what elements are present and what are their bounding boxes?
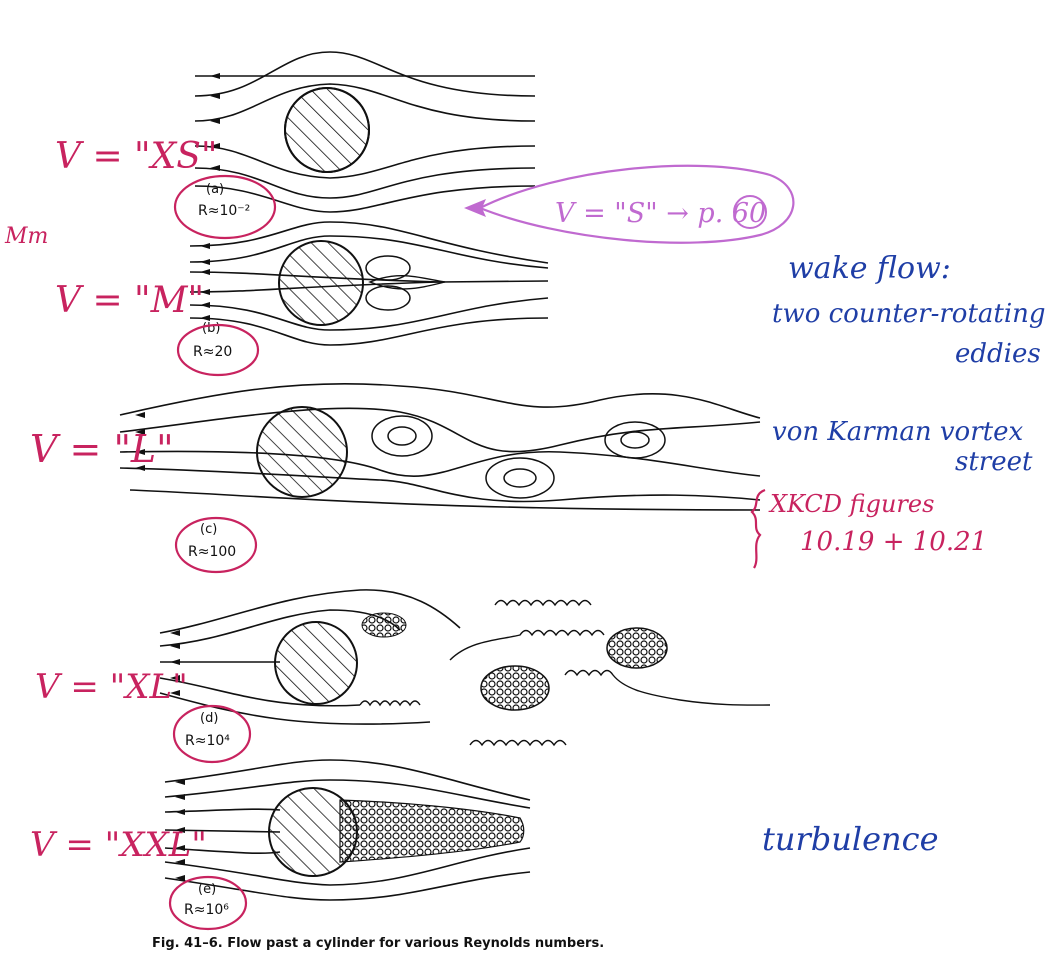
panel-c: (c) R≈100 V = "L" [30,382,761,574]
xkcd-line2: 10.19 + 10.21 [800,527,987,557]
panel-d: (d) R≈10⁴ V = "XL" [35,589,771,764]
panel-b: (b) R≈20 V = "M" [55,221,549,377]
bubble-annotation: V = "S" → p. 60 [464,164,795,244]
panel-e: (e) R≈10⁶ V = "XXL" [30,759,531,931]
cylinder-e [268,787,358,877]
cylinder-d [274,621,358,705]
panel-c-reynolds: R≈100 [188,544,236,560]
cylinder-b [278,240,364,326]
cylinder-c [256,406,348,498]
panel-d-reynolds: R≈10⁴ [185,733,230,749]
panel-e-size-note: V = "XXL" [30,825,207,865]
wake-flow-line2: two counter-rotating [772,299,1046,329]
panel-a: (a) R≈10⁻² V = "XS" [55,51,536,240]
wake-flow-line3: eddies [955,339,1041,369]
xkcd-line1: XKCD figures [768,490,934,518]
panel-a-reynolds: R≈10⁻² [198,203,250,219]
bubble-text: V = "S" → p. 60 [555,198,766,229]
panel-b-letter: (b) [202,321,220,336]
panel-a-letter: (a) [206,182,224,197]
panel-e-letter: (e) [198,882,216,897]
panel-e-reynolds: R≈10⁶ [184,902,229,918]
panel-b-reynolds: R≈20 [193,344,232,360]
karman-line1: von Karman vortex [772,417,1023,447]
panel-c-letter: (c) [200,522,217,537]
panel-a-size-note: V = "XS" [55,136,217,177]
scribble-mark: Mm [4,224,48,249]
karman-line2: street [955,447,1033,477]
panel-c-size-note: V = "L" [30,427,174,471]
figure-caption: Fig. 41–6. Flow past a cylinder for vari… [152,936,604,951]
panel-d-size-note: V = "XL" [35,667,188,707]
turbulence-note: turbulence [762,820,939,858]
panel-b-size-note: V = "M" [55,280,204,321]
wake-flow-line1: wake flow: [788,251,951,286]
panel-d-letter: (d) [200,711,218,726]
